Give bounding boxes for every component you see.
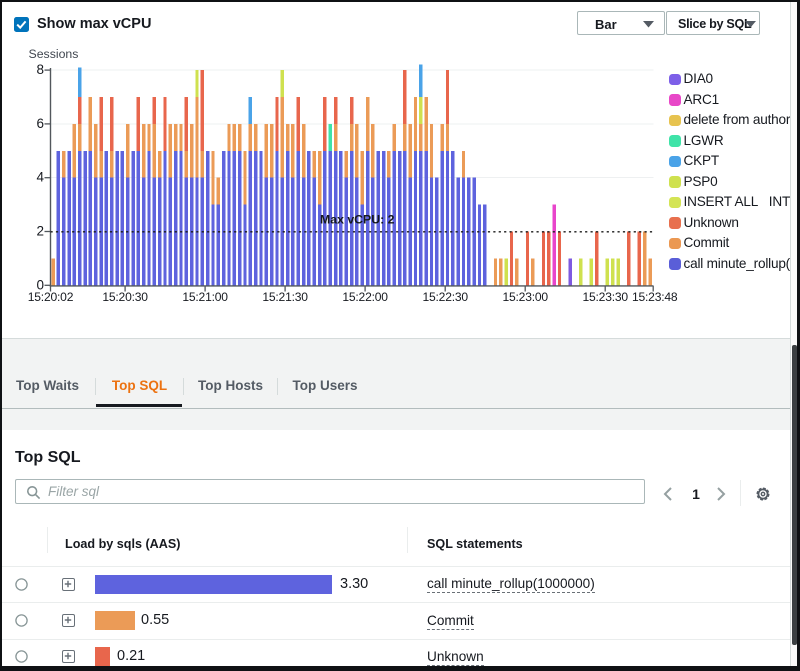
- svg-text:15:21:00: 15:21:00: [182, 290, 228, 304]
- svg-text:6: 6: [36, 116, 44, 131]
- svg-text:Max vCPU: 2: Max vCPU: 2: [320, 213, 395, 227]
- svg-text:15:20:02: 15:20:02: [28, 290, 74, 304]
- svg-text:15:23:00: 15:23:00: [502, 290, 548, 304]
- svg-text:15:22:00: 15:22:00: [342, 290, 388, 304]
- svg-text:15:23:30: 15:23:30: [582, 290, 628, 304]
- svg-text:15:20:30: 15:20:30: [102, 290, 148, 304]
- svg-text:4: 4: [36, 170, 44, 185]
- svg-text:8: 8: [36, 62, 44, 77]
- svg-text:0: 0: [36, 277, 44, 292]
- svg-text:15:23:48: 15:23:48: [632, 290, 678, 304]
- svg-text:Sessions: Sessions: [29, 47, 79, 61]
- svg-text:2: 2: [36, 224, 44, 239]
- svg-text:15:21:30: 15:21:30: [262, 290, 308, 304]
- svg-text:15:22:30: 15:22:30: [422, 290, 468, 304]
